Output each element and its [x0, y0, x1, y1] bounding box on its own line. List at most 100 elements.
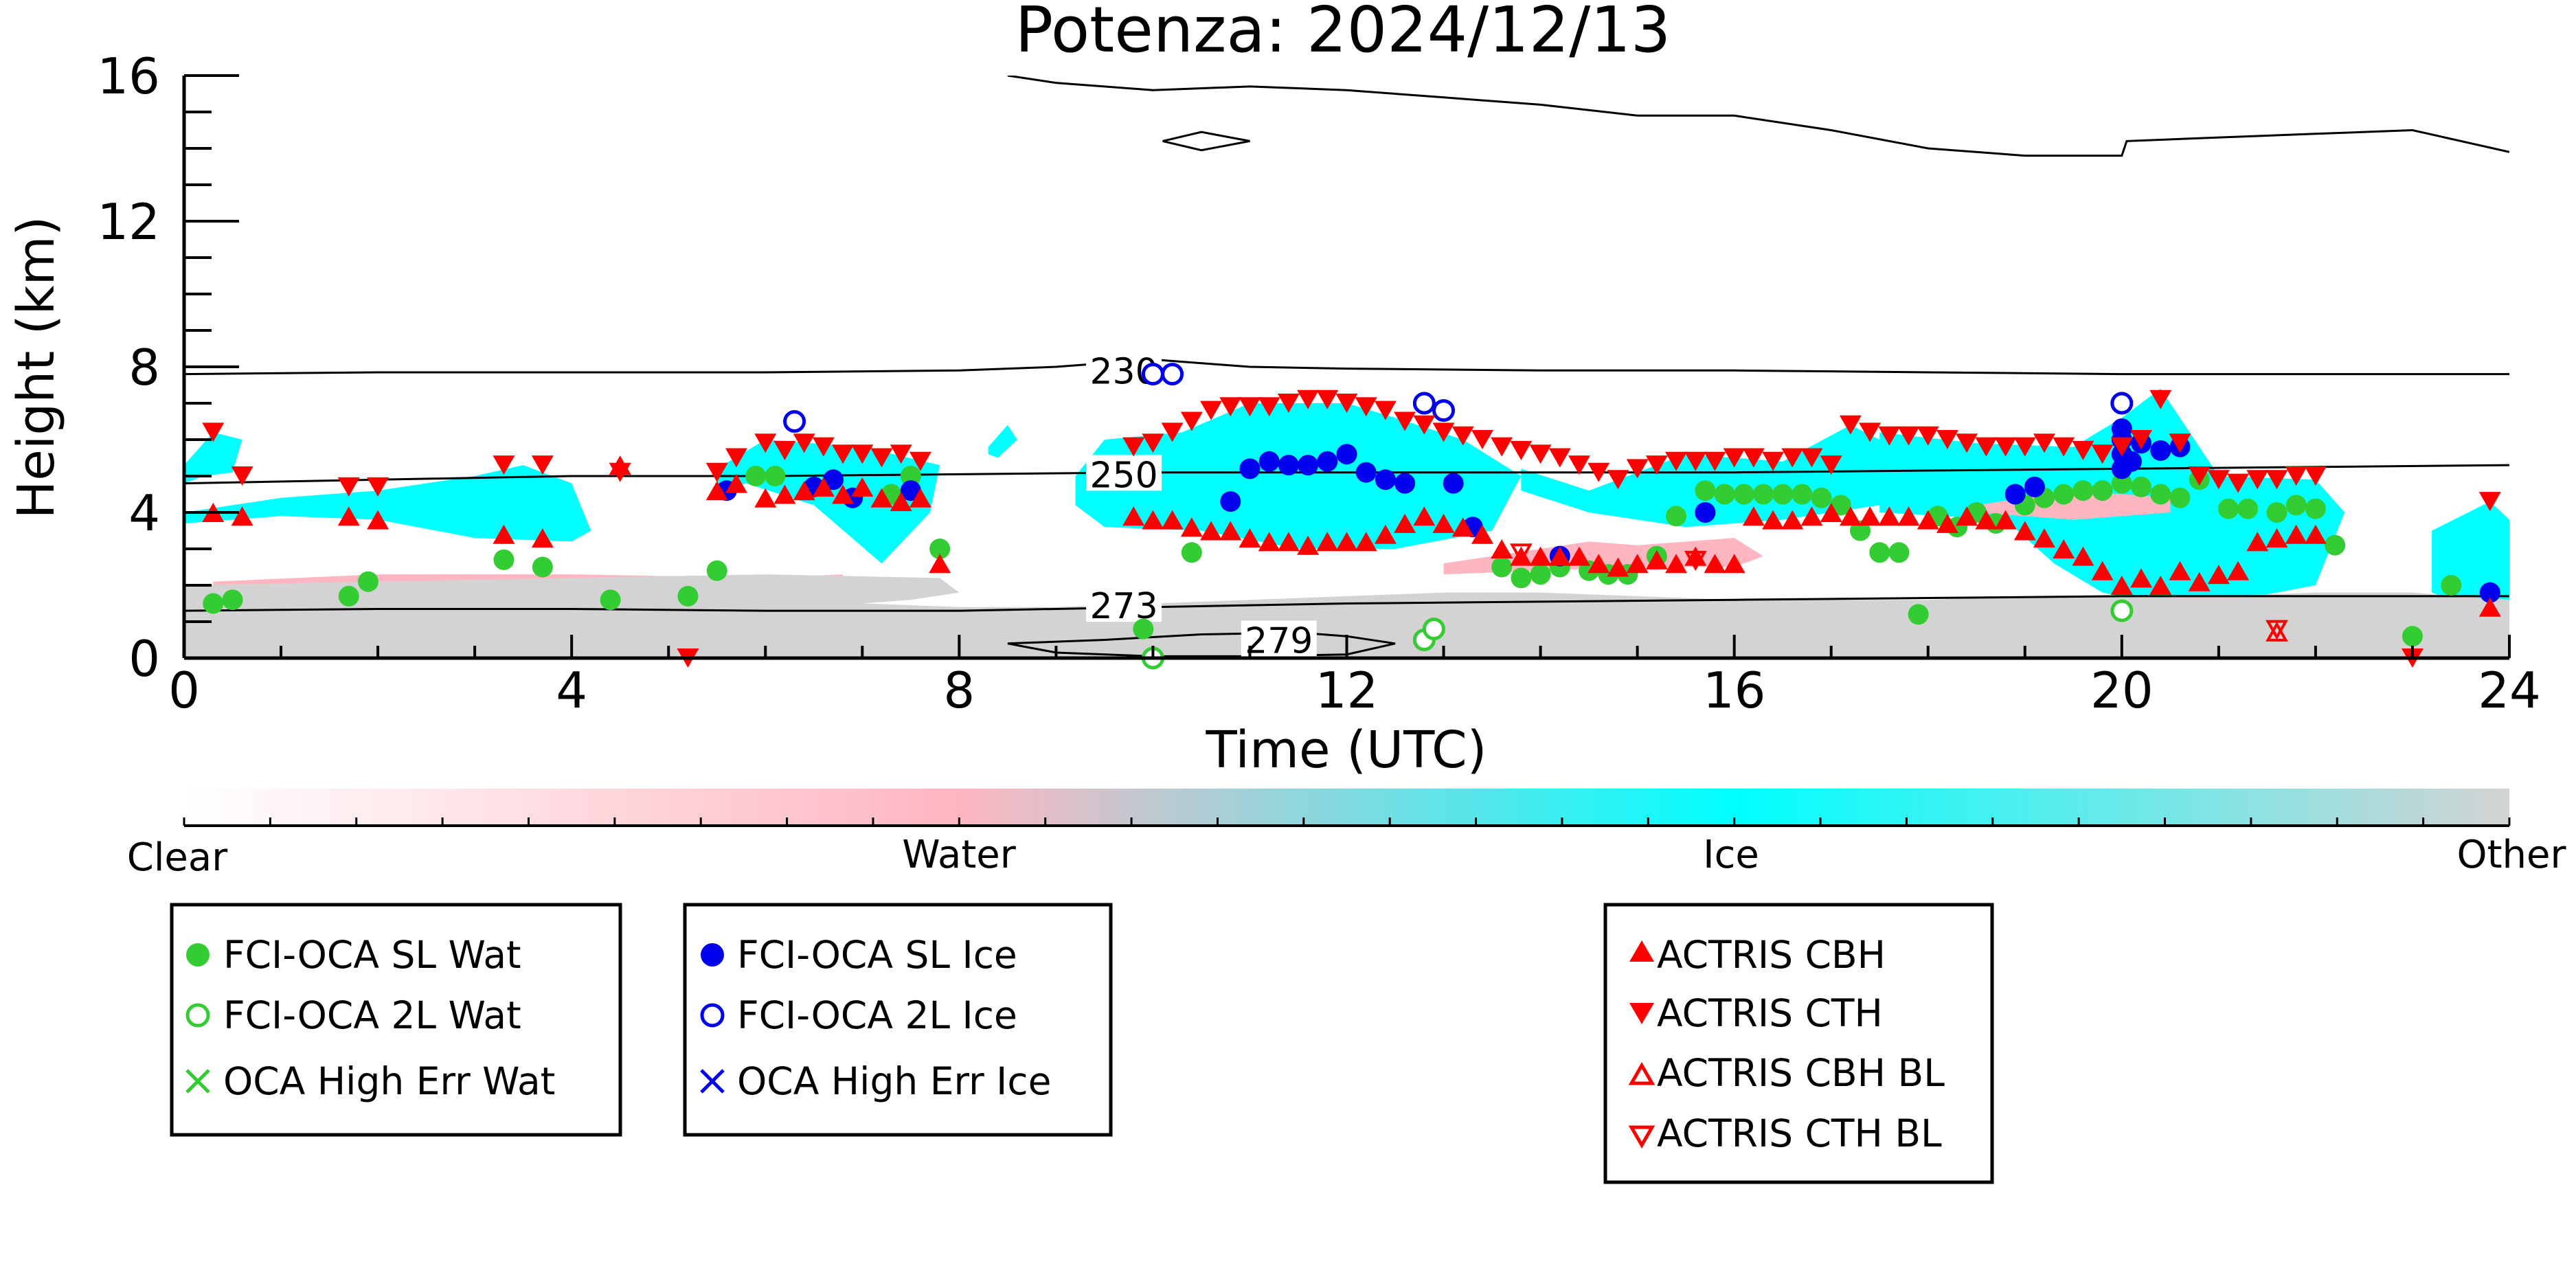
legend-water-box — [170, 903, 622, 1137]
marker-actris-cth — [2246, 470, 2269, 490]
marker-actris-cth — [367, 477, 389, 497]
marker-actris-cth — [2149, 389, 2172, 409]
marker-actris-cth — [2091, 444, 2114, 464]
x-tick-label: 0 — [168, 662, 200, 719]
marker-fci-oca-sl-wat — [532, 556, 553, 578]
marker-actris-cbh — [1491, 539, 1513, 558]
legend-marker-sl-wat — [186, 943, 210, 967]
marker-actris-cth — [1684, 451, 1707, 471]
legend-label-2l-ice: FCI-OCA 2L Ice — [737, 993, 1017, 1037]
marker-fci-oca-sl-ice — [2111, 418, 2132, 440]
marker-actris-cbh — [1316, 532, 1339, 552]
colorbar-label-water: Water — [902, 833, 1017, 877]
marker-actris-cbh — [2033, 528, 2055, 548]
marker-actris-cbh — [1219, 521, 1242, 541]
marker-actris-cth — [2285, 466, 2307, 486]
marker-actris-cbh — [1432, 513, 1455, 533]
marker-actris-cbh — [1800, 506, 1823, 526]
marker-fci-oca-sl-wat — [2053, 484, 2075, 505]
marker-actris-cth — [1820, 455, 1842, 475]
marker-actris-cth — [2013, 437, 2036, 457]
marker-actris-cth — [1548, 448, 1571, 468]
marker-fci-oca-sl-ice — [1298, 455, 1319, 476]
marker-fci-oca-sl-ice — [1443, 473, 1464, 494]
marker-actris-cth-bl — [1509, 543, 1533, 564]
x-axis-title: Time (UTC) — [1205, 721, 1487, 780]
contour-label-bg — [1086, 586, 1162, 622]
marker-actris-cth — [1297, 389, 1320, 409]
marker-actris-cth — [812, 437, 835, 457]
marker-actris-cbh — [793, 481, 815, 501]
marker-fci-oca-sl-ice — [1220, 491, 1241, 512]
marker-actris-cth — [2188, 466, 2211, 486]
legend-marker-sl-ice — [701, 943, 724, 967]
marker-fci-oca-sl-ice — [1375, 469, 1396, 490]
marker-actris-cbh — [1897, 506, 1920, 526]
marker-fci-oca-sl-wat — [1511, 567, 1532, 589]
marker-actris-cth — [1122, 437, 1145, 457]
marker-actris-cth — [1665, 451, 1688, 471]
legend-marker-cth-bl — [1628, 1125, 1656, 1149]
contour-line — [184, 595, 2509, 612]
legend-marker-2l-wat — [185, 1003, 210, 1028]
marker-actris-cth — [851, 444, 874, 464]
marker-actris-cbh — [1451, 517, 1474, 537]
marker-fci-oca-sl-wat — [1772, 484, 1794, 505]
legend-label-cth-bl: ACTRIS CTH BL — [1657, 1111, 1942, 1155]
x-tick-label: 20 — [2090, 662, 2154, 719]
marker-actris-cbh — [773, 484, 796, 504]
marker-actris-cth — [1897, 426, 1920, 446]
marker-actris-cth — [1432, 422, 1455, 442]
marker-actris-cth — [1859, 422, 1882, 442]
marker-actris-cth — [1529, 444, 1552, 464]
marker-actris-cth — [832, 444, 855, 464]
marker-fci-oca-sl-wat — [1491, 556, 1513, 578]
marker-actris-cth — [1200, 400, 1223, 420]
cloud-region-ice — [988, 425, 1017, 458]
marker-actris-cbh — [1975, 510, 1998, 530]
marker-actris-cbh — [2169, 561, 2191, 580]
marker-actris-cth — [1723, 448, 1745, 468]
marker-actris-cbh — [2266, 528, 2288, 548]
marker-fci-oca-sl-wat — [900, 466, 921, 486]
marker-fci-oca-sl-ice — [1317, 451, 1338, 472]
marker-actris-cth — [793, 433, 815, 453]
marker-actris-cbh — [1665, 554, 1688, 574]
marker-fci-oca-sl-ice — [1355, 462, 1377, 483]
marker-actris-cbh — [1471, 524, 1493, 544]
marker-actris-cbh — [2207, 565, 2230, 585]
marker-actris-cbh — [2188, 572, 2211, 591]
legend-label-cth: ACTRIS CTH — [1657, 991, 1883, 1035]
marker-actris-cth — [2304, 466, 2327, 486]
legend-ice-box — [683, 903, 1113, 1137]
marker-actris-cbh — [2478, 597, 2501, 617]
marker-actris-cbh — [1200, 521, 1223, 541]
marker-fci-oca-sl-wat — [1695, 480, 1716, 501]
marker-actris-cbh — [1704, 554, 1726, 574]
marker-actris-cbh — [2091, 561, 2114, 580]
marker-actris-cth — [1510, 440, 1533, 460]
marker-actris-cbh — [1839, 506, 1862, 526]
marker-fci-oca-sl-ice — [2479, 582, 2500, 603]
marker-fci-oca-sl-wat — [2111, 473, 2132, 494]
marker-actris-cth — [2266, 470, 2288, 490]
marker-fci-oca-sl-wat — [765, 466, 786, 486]
marker-fci-oca-sl-wat — [1908, 604, 1929, 625]
marker-fci-oca-sl-wat — [1792, 484, 1813, 505]
marker-actris-cth — [337, 477, 360, 497]
marker-fci-oca-2l-wat — [2110, 599, 2134, 622]
marker-actris-cbh — [832, 484, 855, 504]
marker-actris-cbh — [1548, 546, 1571, 566]
x-tick-label: 4 — [556, 662, 587, 719]
marker-actris-cth — [1781, 448, 1804, 468]
marker-actris-cbh — [493, 524, 515, 544]
marker-actris-cth — [705, 462, 728, 482]
marker-actris-cth — [1956, 433, 1978, 453]
marker-fci-oca-sl-wat — [2305, 498, 2326, 519]
marker-actris-cbh — [531, 528, 554, 548]
cloud-region-ice — [184, 465, 591, 542]
legend-water: FCI-OCA SL Wat FCI-OCA 2L Wat OCA High E… — [170, 903, 622, 1137]
contour-line — [184, 358, 2509, 376]
